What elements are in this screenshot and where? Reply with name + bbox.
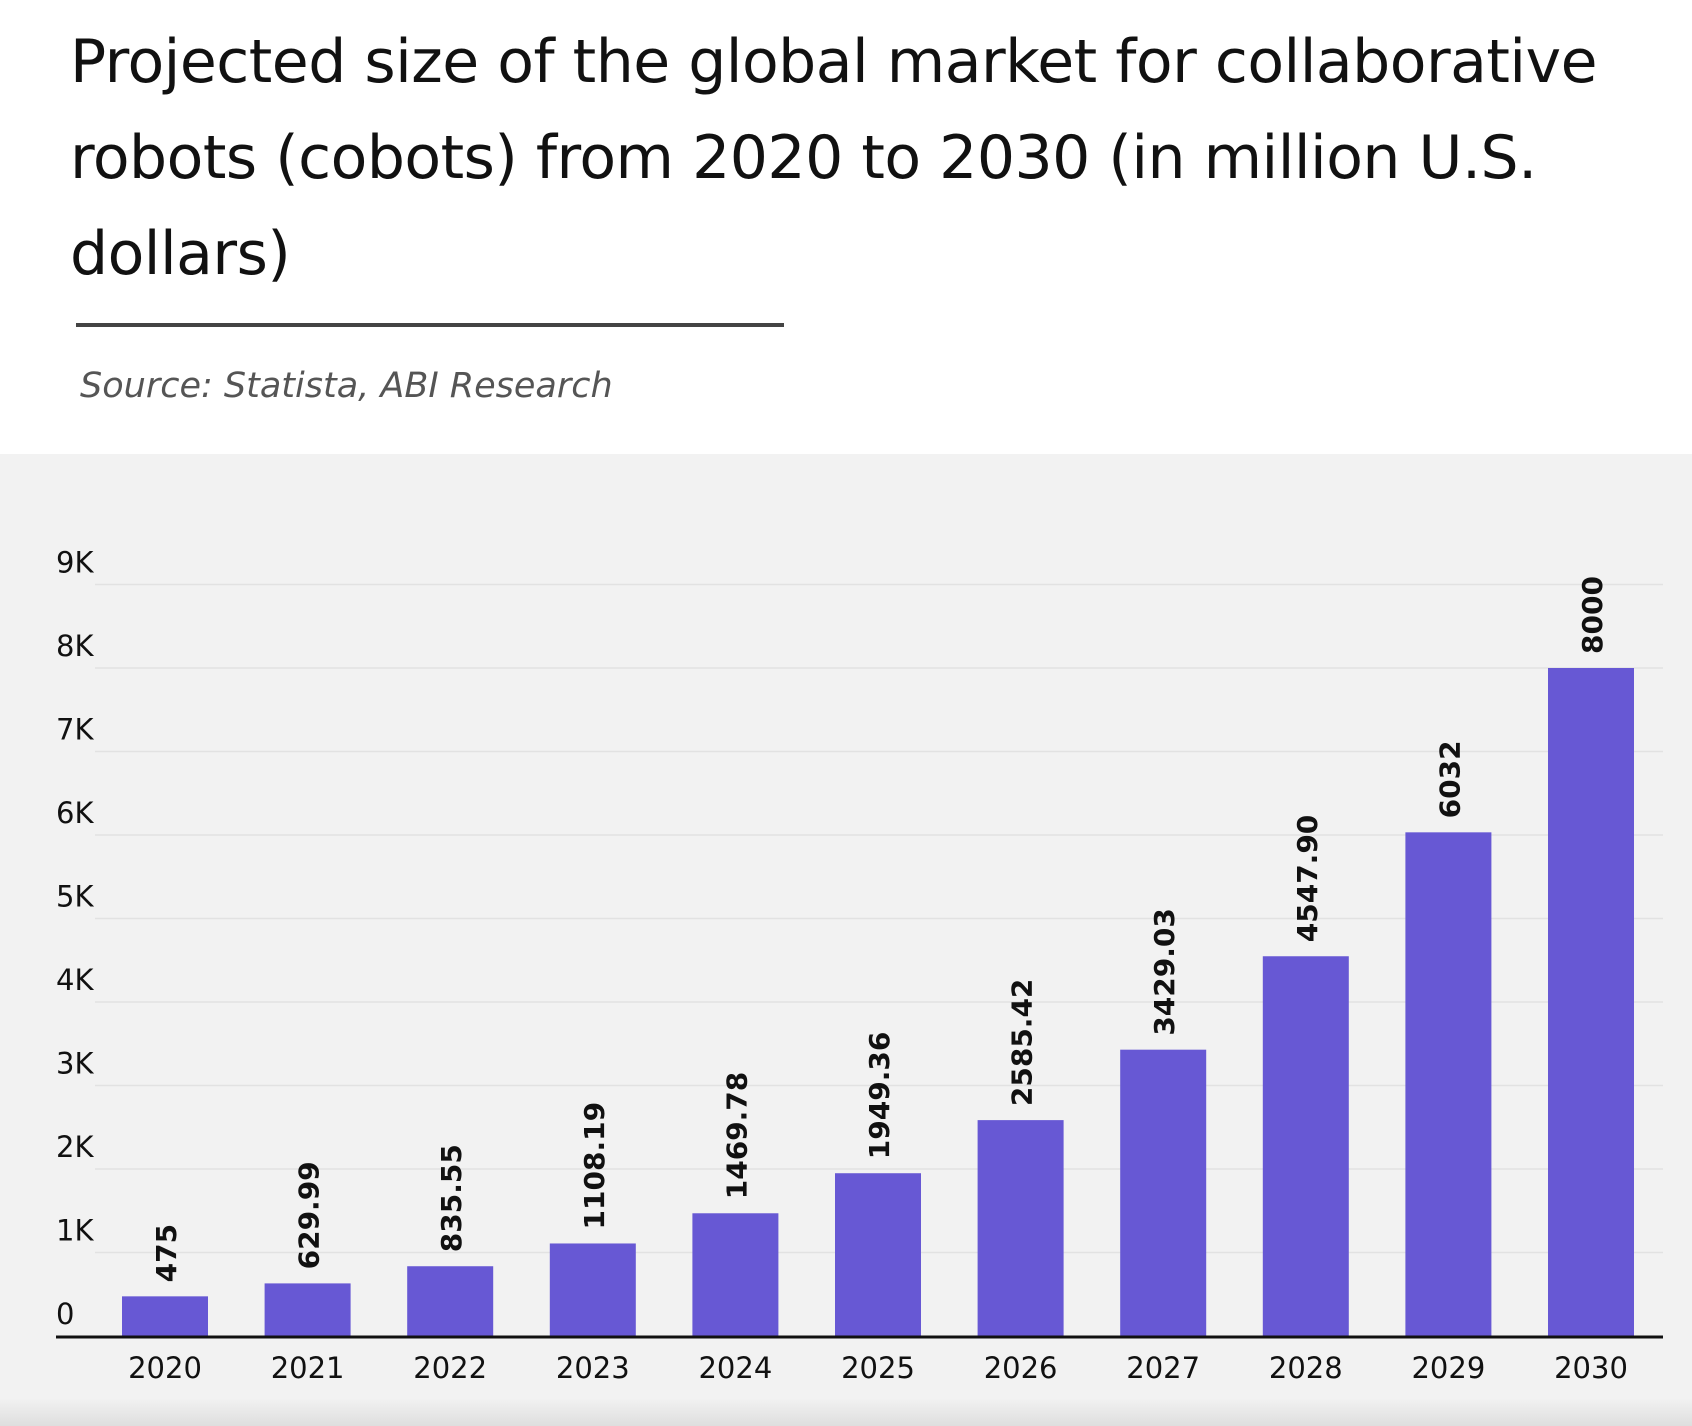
x-tick-label: 2022	[413, 1351, 487, 1385]
x-tick-label: 2028	[1269, 1351, 1343, 1385]
x-tick-label: 2025	[841, 1351, 915, 1385]
bar-value-label: 629.99	[293, 1161, 326, 1269]
bar	[549, 1243, 636, 1336]
bar-value-label: 835.55	[435, 1144, 468, 1252]
bar-value-label: 475	[150, 1224, 183, 1282]
x-tick-label: 2024	[698, 1351, 772, 1385]
x-tick-label: 2026	[984, 1351, 1058, 1385]
x-tick-label: 2030	[1554, 1351, 1628, 1385]
bar	[1120, 1049, 1207, 1336]
bar-value-label: 2585.42	[1006, 979, 1039, 1107]
title-divider	[76, 323, 784, 327]
y-tick-label: 1K	[56, 1214, 94, 1248]
bar	[835, 1173, 921, 1336]
bar	[692, 1213, 779, 1336]
bar	[407, 1266, 494, 1336]
y-tick-label: 5K	[56, 880, 94, 914]
y-tick-label: 9K	[56, 546, 94, 580]
bar-chart: 0 1K 2K 3K 4K 5K 6K 7K 8K 9K 475 2020 629.99 2021 835.…	[56, 546, 1663, 1385]
bar-value-label: 8000	[1576, 576, 1609, 654]
y-tick-label: 7K	[56, 713, 94, 747]
x-tick-label: 2029	[1411, 1351, 1485, 1385]
y-tick-label: 0	[56, 1297, 74, 1331]
bar-value-label: 6032	[1433, 740, 1466, 818]
chart-title: Projected size of the global market for …	[70, 27, 1598, 289]
bar	[122, 1296, 208, 1336]
bar-value-label: 3429.03	[1148, 908, 1181, 1036]
x-tick-label: 2023	[556, 1351, 630, 1385]
bar	[1405, 832, 1492, 1336]
chart-panel: 0 1K 2K 3K 4K 5K 6K 7K 8K 9K 475 2020 629.99 2021 835.…	[0, 454, 1692, 1426]
y-tick-label: 8K	[56, 629, 94, 663]
y-tick-label: 3K	[56, 1047, 94, 1081]
x-tick-label: 2021	[271, 1351, 345, 1385]
y-tick-label: 4K	[56, 963, 94, 997]
bar	[1548, 668, 1634, 1336]
bottom-shade	[0, 1398, 1692, 1426]
bar-value-label: 1949.36	[863, 1032, 896, 1160]
bar-value-label: 1108.19	[578, 1102, 611, 1230]
bar	[1262, 956, 1349, 1336]
bar	[977, 1120, 1064, 1336]
bar	[264, 1283, 351, 1336]
x-tick-label: 2020	[128, 1351, 202, 1385]
y-tick-label: 2K	[56, 1130, 94, 1164]
source-note: Source: Statista, ABI Research	[80, 366, 613, 406]
x-tick-label: 2027	[1126, 1351, 1200, 1385]
bar-value-label: 4547.90	[1291, 815, 1324, 943]
bar-value-label: 1469.78	[720, 1072, 753, 1200]
y-tick-label: 6K	[56, 796, 94, 830]
